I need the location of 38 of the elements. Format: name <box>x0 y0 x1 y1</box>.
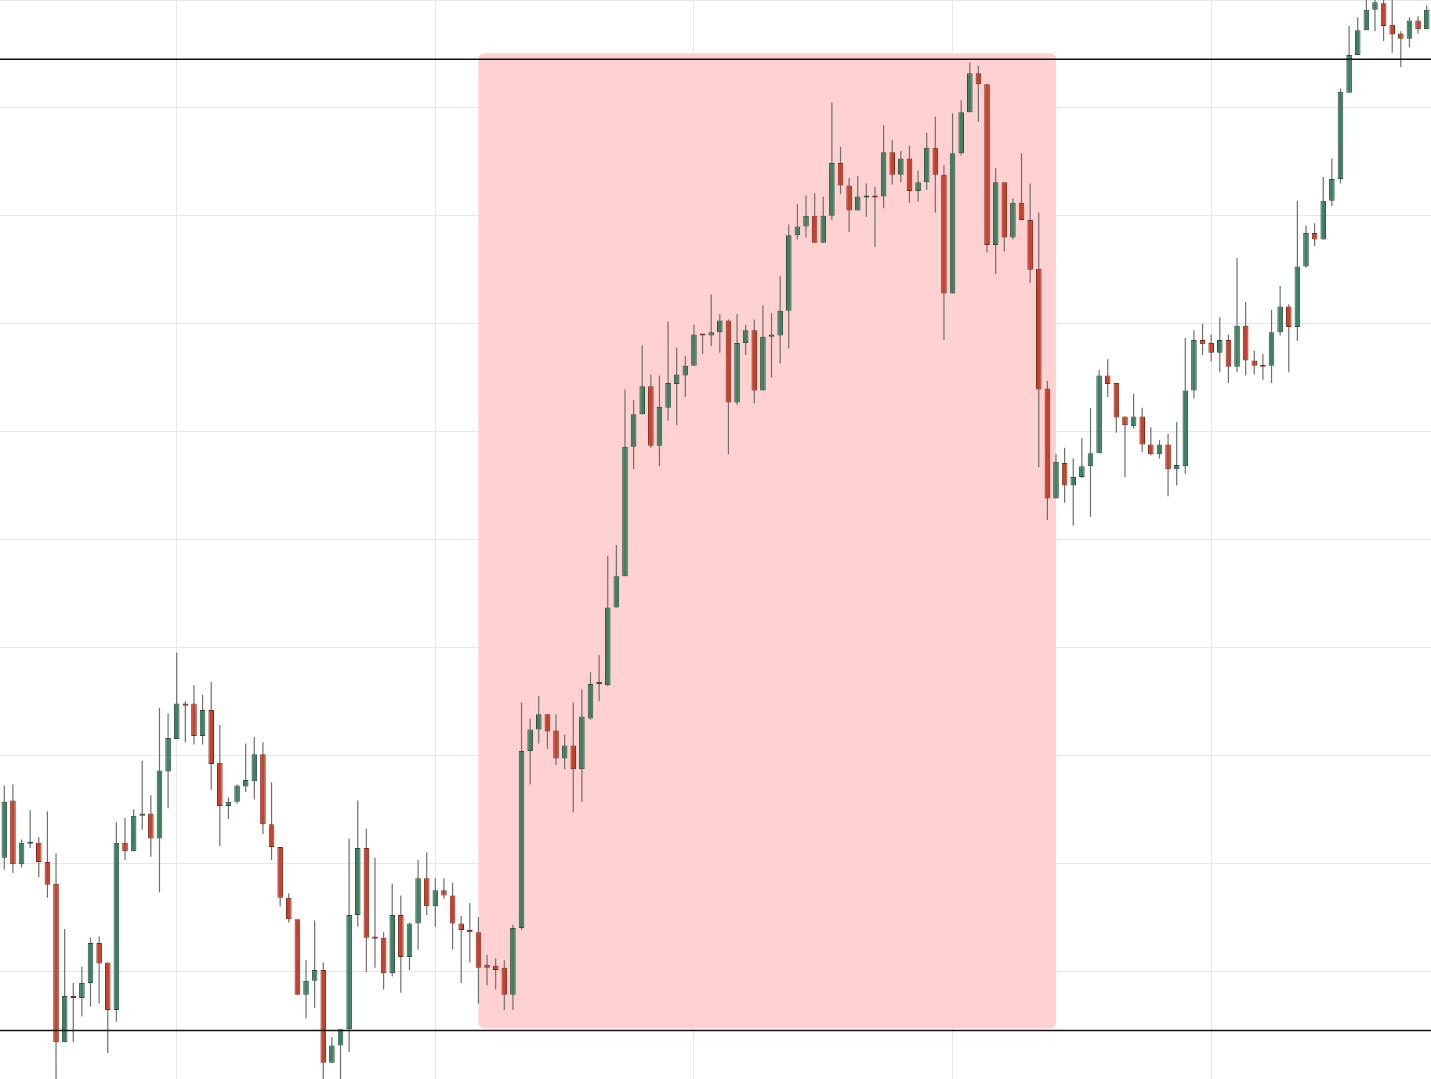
candlestick <box>1079 437 1085 479</box>
candlestick <box>285 892 292 924</box>
candlestick <box>242 742 249 793</box>
candlestick <box>1122 415 1128 478</box>
candlestick <box>1372 0 1378 32</box>
candlestick <box>768 312 775 379</box>
candlestick <box>708 293 714 347</box>
candlestick <box>1217 316 1223 373</box>
candlestick <box>915 169 921 203</box>
candlestick <box>96 935 102 1005</box>
candlestick <box>570 701 577 814</box>
candlestick <box>79 966 85 1018</box>
candlestick <box>1285 303 1292 373</box>
candlestick <box>1354 16 1361 56</box>
candlestick <box>898 150 904 183</box>
candlestick <box>35 836 42 878</box>
candlestick <box>777 275 783 365</box>
candlestick <box>665 320 671 422</box>
candlestick <box>122 817 128 861</box>
candlestick <box>854 175 861 212</box>
candlestick <box>1277 285 1283 337</box>
candlestick <box>441 877 447 900</box>
candlestick <box>717 313 723 354</box>
candlestick <box>889 139 896 186</box>
candlestick <box>1311 222 1318 247</box>
candlestick <box>535 695 542 745</box>
candlestick <box>1389 0 1396 54</box>
candlestick <box>1070 457 1077 527</box>
candlestick <box>1251 350 1258 376</box>
candlestick <box>1398 30 1404 68</box>
candlestick <box>1329 158 1335 207</box>
candlestick <box>458 915 464 984</box>
candlestick <box>1104 358 1111 398</box>
candlestick <box>527 718 533 786</box>
candlestick <box>673 346 680 426</box>
candlestick <box>1148 426 1154 456</box>
candlestick <box>148 794 154 858</box>
candlestick <box>1208 333 1214 363</box>
